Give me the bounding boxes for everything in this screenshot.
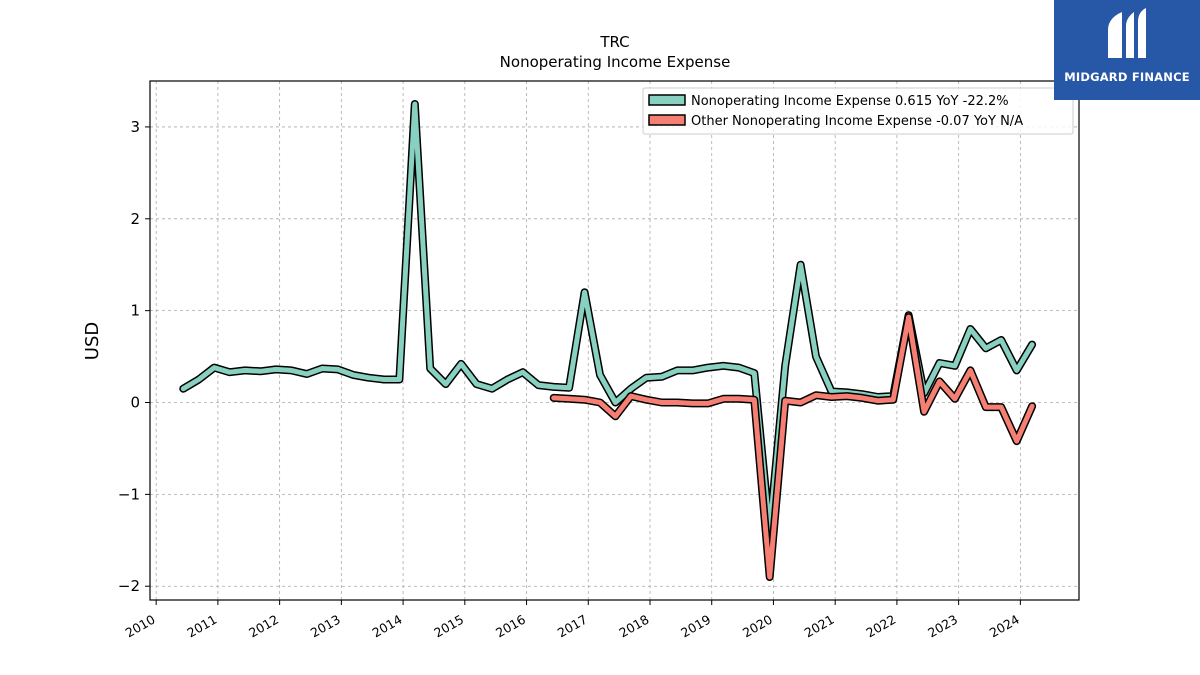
legend-label-other-nonoperating: Other Nonoperating Income Expense -0.07 … <box>691 114 1023 129</box>
x-tick-label: 2021 <box>802 612 837 641</box>
series-line-1 <box>551 314 1035 580</box>
y-tick-label: 0 <box>130 394 140 412</box>
x-tick-label: 2013 <box>308 612 343 641</box>
y-tick-label: 3 <box>130 118 140 136</box>
plot-frame <box>149 80 1080 601</box>
x-axis: 2010 2011 2012 2013 2014 2015 2016 2017 2018 2019… <box>123 600 1022 641</box>
y-axis: −2 −1 0 1 2 3 <box>118 118 150 595</box>
series-layer <box>179 100 1037 581</box>
x-tick-label: 2024 <box>987 612 1022 641</box>
x-tick-label: 2020 <box>740 612 775 641</box>
y-tick-label: −2 <box>118 577 140 595</box>
x-tick-label: 2011 <box>184 612 219 641</box>
legend-box <box>642 87 1074 135</box>
x-tick-label: 2016 <box>493 612 528 641</box>
grid <box>150 81 1079 600</box>
legend-swatch-other-nonoperating <box>648 114 686 126</box>
chart-title: TRC <box>599 33 629 51</box>
chart-subtitle: Nonoperating Income Expense <box>500 53 731 71</box>
brand-logo: MIDGARD FINANCE <box>1054 0 1200 100</box>
x-tick-label: 2022 <box>863 612 898 641</box>
legend[interactable]: Nonoperating Income Expense 0.615 YoY -2… <box>642 87 1074 135</box>
x-tick-label: 2018 <box>616 612 651 641</box>
y-tick-label: 1 <box>130 302 140 320</box>
x-tick-label: 2010 <box>123 612 158 641</box>
x-tick-label: 2015 <box>431 612 466 641</box>
midgard-logo-icon <box>1108 8 1146 58</box>
x-tick-label: 2023 <box>925 612 960 641</box>
legend-label-nonoperating: Nonoperating Income Expense 0.615 YoY -2… <box>691 94 1009 109</box>
y-tick-label: −1 <box>118 485 140 503</box>
x-tick-label: 2017 <box>555 612 590 641</box>
legend-swatch-nonoperating <box>648 94 686 106</box>
x-tick-label: 2019 <box>678 612 713 641</box>
x-tick-label: 2014 <box>370 612 405 641</box>
y-axis-label: USD <box>82 322 103 360</box>
x-tick-label: 2012 <box>246 612 281 641</box>
y-tick-label: 2 <box>130 210 140 228</box>
brand-name: MIDGARD FINANCE <box>1064 70 1190 84</box>
